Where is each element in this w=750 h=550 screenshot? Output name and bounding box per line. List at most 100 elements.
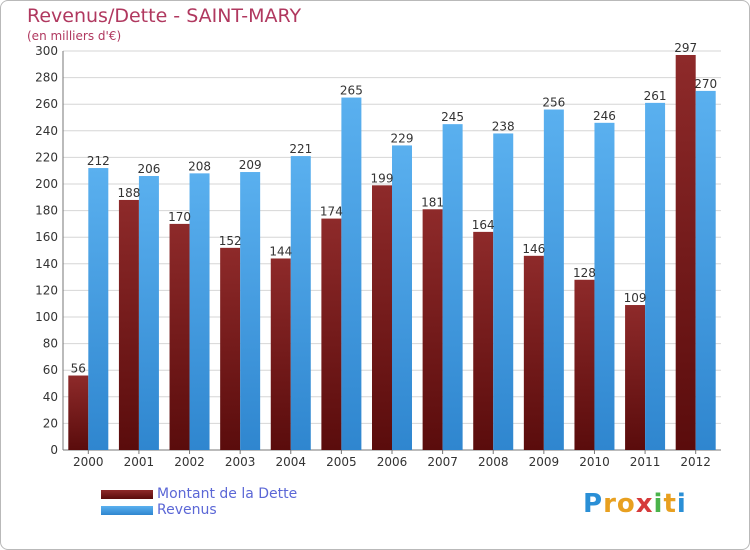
- x-tick-label: 2005: [326, 455, 357, 469]
- data-label-revenus: 245: [441, 110, 464, 124]
- bar-revenus: [594, 122, 615, 450]
- data-label-revenus: 265: [340, 84, 363, 98]
- legend: Montant de la Dette Revenus: [101, 486, 297, 518]
- logo-letter: t: [663, 489, 677, 519]
- x-tick-label: 2004: [275, 455, 306, 469]
- bar-debt: [473, 231, 494, 450]
- y-tick-label: 140: [35, 257, 58, 271]
- y-tick-label: 220: [35, 150, 58, 164]
- y-tick-label: 160: [35, 230, 58, 244]
- bar-revenus: [442, 124, 463, 451]
- y-tick-label: 60: [43, 363, 58, 377]
- legend-item-revenus: Revenus: [101, 502, 297, 518]
- bar-revenus: [695, 90, 716, 451]
- bar-revenus: [341, 97, 362, 451]
- x-tick-label: 2012: [680, 455, 711, 469]
- data-label-revenus: 238: [492, 119, 515, 133]
- logo-letter: P: [583, 489, 604, 519]
- x-tick-label: 2000: [73, 455, 104, 469]
- proxiti-logo: Proxiti: [583, 489, 687, 519]
- y-tick-label: 300: [35, 44, 58, 58]
- data-label-debt: 188: [117, 186, 140, 200]
- bar-revenus: [88, 168, 109, 451]
- y-tick-label: 80: [43, 337, 58, 351]
- logo-letter: i: [653, 489, 664, 519]
- data-label-debt: 297: [674, 41, 697, 55]
- bar-debt: [169, 223, 190, 450]
- data-label-debt: 174: [320, 205, 343, 219]
- bar-debt: [523, 255, 544, 450]
- legend-label-debt: Montant de la Dette: [157, 486, 298, 502]
- bar-revenus: [543, 109, 564, 451]
- bar-revenus: [290, 156, 311, 450]
- data-label-debt: 152: [219, 234, 242, 248]
- bar-debt: [675, 54, 696, 451]
- logo-letter: r: [603, 489, 617, 519]
- logo-letter: o: [616, 489, 636, 519]
- y-tick-label: 100: [35, 310, 58, 324]
- data-label-revenus: 209: [239, 158, 262, 172]
- data-label-revenus: 256: [542, 96, 565, 110]
- legend-swatch-revenus: [101, 505, 153, 515]
- bar-revenus: [392, 145, 412, 450]
- legend-label-revenus: Revenus: [157, 502, 217, 518]
- y-tick-label: 180: [35, 204, 58, 218]
- data-label-revenus: 229: [391, 131, 414, 145]
- data-label-revenus: 206: [137, 162, 160, 176]
- data-label-debt: 56: [71, 362, 86, 376]
- x-tick-label: 2009: [529, 455, 560, 469]
- bar-revenus: [493, 133, 514, 450]
- data-label-debt: 144: [269, 244, 292, 258]
- bar-debt: [574, 279, 595, 450]
- data-label-debt: 164: [472, 218, 495, 232]
- bar-debt: [270, 258, 291, 450]
- logo-letter: i: [676, 489, 687, 519]
- data-label-revenus: 246: [593, 109, 616, 123]
- legend-swatch-debt: [101, 489, 153, 499]
- x-tick-label: 2008: [478, 455, 509, 469]
- bar-revenus: [645, 102, 666, 451]
- data-label-debt: 146: [522, 242, 545, 256]
- bar-revenus: [240, 172, 261, 450]
- y-tick-label: 0: [50, 443, 58, 457]
- data-label-debt: 199: [371, 171, 394, 185]
- bar-revenus: [189, 173, 210, 451]
- bar-debt: [118, 199, 139, 450]
- data-label-revenus: 270: [694, 77, 717, 91]
- chart-subtitle: (en milliers d'€): [27, 29, 122, 43]
- x-tick-label: 2002: [174, 455, 205, 469]
- data-label-revenus: 208: [188, 159, 211, 173]
- data-label-revenus: 221: [289, 142, 312, 156]
- data-label-debt: 109: [624, 291, 647, 305]
- bar-debt: [372, 185, 392, 450]
- x-tick-label: 2001: [124, 455, 155, 469]
- y-tick-label: 200: [35, 177, 58, 191]
- x-tick-label: 2003: [225, 455, 256, 469]
- bar-debt: [321, 218, 342, 450]
- y-tick-label: 40: [43, 390, 58, 404]
- x-tick-label: 2011: [630, 455, 661, 469]
- x-tick-label: 2007: [427, 455, 458, 469]
- bar-debt: [422, 209, 443, 450]
- y-tick-label: 20: [43, 416, 58, 430]
- bar-debt: [625, 305, 646, 450]
- bar-debt: [68, 375, 89, 450]
- y-tick-label: 120: [35, 283, 58, 297]
- y-tick-label: 280: [35, 71, 58, 85]
- data-label-revenus: 261: [644, 89, 667, 103]
- bar-revenus: [138, 176, 159, 450]
- data-label-revenus: 212: [87, 154, 110, 168]
- data-label-debt: 128: [573, 266, 596, 280]
- data-label-debt: 181: [421, 195, 444, 209]
- x-tick-label: 2010: [579, 455, 610, 469]
- logo-letter: x: [635, 489, 654, 519]
- chart-title: Revenus/Dette - SAINT-MARY: [27, 5, 302, 27]
- data-label-debt: 170: [168, 210, 191, 224]
- y-tick-label: 260: [35, 97, 58, 111]
- bar-debt: [220, 247, 241, 450]
- x-tick-label: 2006: [377, 455, 408, 469]
- legend-item-debt: Montant de la Dette: [101, 486, 297, 502]
- y-tick-label: 240: [35, 124, 58, 138]
